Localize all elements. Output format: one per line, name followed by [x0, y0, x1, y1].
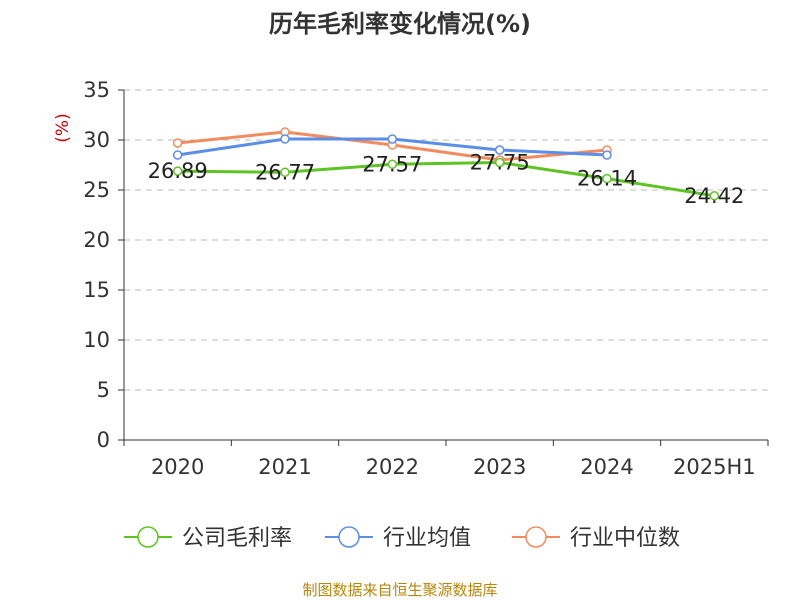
- source-note: 制图数据来自恒生聚源数据库: [302, 581, 497, 599]
- data-point: [172, 166, 183, 176]
- y-tick-label: 0: [97, 428, 110, 452]
- legend-label: 行业均值: [383, 526, 471, 551]
- data-point: [280, 134, 290, 144]
- x-tick-label: 2021: [258, 455, 311, 479]
- data-point: [172, 150, 183, 160]
- y-tick-label: 20: [83, 228, 110, 252]
- data-label: 24.42: [684, 184, 744, 208]
- x-tick-label: 2025H1: [673, 455, 756, 479]
- data-point: [387, 159, 398, 170]
- data-point: [280, 167, 290, 178]
- legend[interactable]: 公司毛利率 行业均值 行业中位数: [124, 526, 680, 551]
- series-lines: [172, 127, 720, 201]
- y-tick-label: 15: [83, 278, 110, 302]
- grid: [124, 89, 768, 391]
- y-tick-label: 10: [83, 328, 110, 352]
- data-point: [602, 173, 612, 184]
- legend-marker: [525, 526, 547, 548]
- x-tick-label: 2023: [473, 455, 526, 479]
- legend-item[interactable]: 公司毛利率: [124, 526, 292, 551]
- data-point: [602, 150, 612, 160]
- legend-marker: [137, 526, 159, 548]
- data-point: [709, 191, 720, 201]
- data-label: 27.75: [470, 151, 530, 175]
- data-point: [172, 138, 183, 148]
- axes: 0 5 10 15 20 25 30 35 2020 2021 2022 2023 2024 2025H1: [83, 78, 769, 479]
- y-tick-label: 30: [83, 128, 110, 152]
- data-point: [494, 157, 505, 168]
- y-axis-label: (%): [53, 113, 73, 142]
- data-label: 27.57: [362, 152, 422, 176]
- data-point: [494, 145, 505, 155]
- data-point: [387, 134, 398, 144]
- data-label: 26.14: [577, 167, 637, 191]
- y-tick-label: 35: [83, 78, 110, 102]
- x-tick-label: 2020: [151, 455, 204, 479]
- series-line: [177, 161, 715, 198]
- legend-item[interactable]: 行业均值: [325, 526, 471, 551]
- legend-label: 行业中位数: [570, 526, 680, 551]
- legend-item[interactable]: 行业中位数: [512, 526, 680, 551]
- data-label: 26.89: [148, 159, 208, 183]
- legend-label: 公司毛利率: [182, 526, 292, 551]
- x-tick-label: 2022: [366, 455, 419, 479]
- y-tick-label: 25: [83, 178, 110, 202]
- data-labels: 26.89 26.77 27.57 27.75 26.14 24.42: [148, 151, 745, 208]
- y-tick-label: 5: [97, 378, 110, 402]
- data-label: 26.77: [255, 160, 315, 184]
- legend-marker: [338, 526, 360, 548]
- x-tick-label: 2024: [580, 455, 633, 479]
- chart-title: 历年毛利率变化情况(%): [269, 10, 531, 38]
